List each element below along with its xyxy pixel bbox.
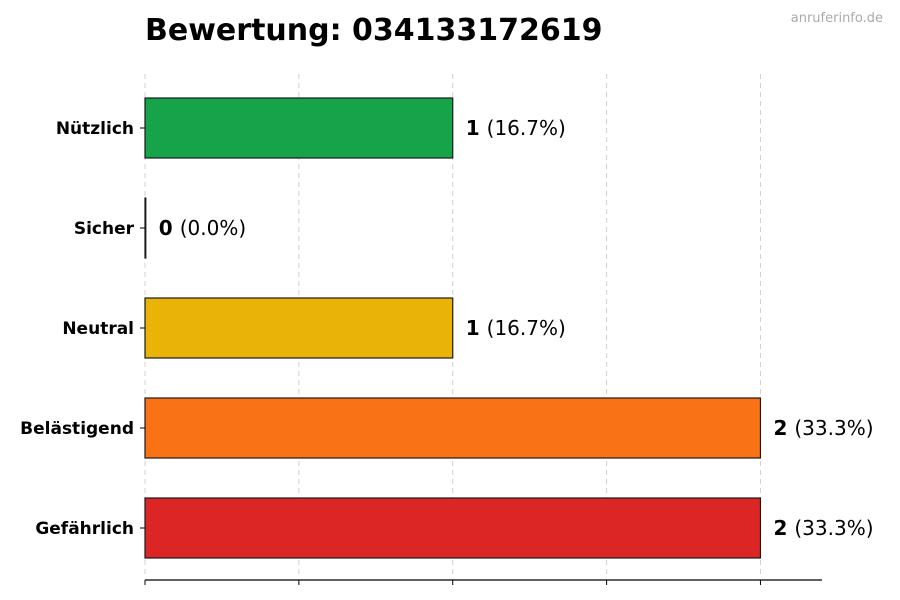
- bar-2: [144, 297, 454, 359]
- value-count-2: 1: [466, 316, 480, 340]
- value-count-3: 2: [773, 416, 787, 440]
- value-label-1: 0 (0.0%): [159, 216, 246, 240]
- category-label-0: Nützlich: [56, 119, 134, 139]
- labels: Nützlich 1 (16.7%) Sicher 0 (0.0%) Neutral 1 (16…: [20, 116, 873, 540]
- category-label-1: Sicher: [74, 219, 135, 239]
- value-label-4: 2 (33.3%): [773, 516, 873, 540]
- bar-1: [144, 197, 147, 259]
- value-label-0: 1 (16.7%): [466, 116, 566, 140]
- value-percent-0: (16.7%): [487, 116, 566, 140]
- bar-0: [144, 97, 454, 159]
- value-count-4: 2: [773, 516, 787, 540]
- value-label-2: 1 (16.7%): [466, 316, 566, 340]
- category-label-2: Neutral: [62, 319, 134, 339]
- value-percent-3: (33.3%): [794, 416, 873, 440]
- value-label-3: 2 (33.3%): [773, 416, 873, 440]
- chart-title: Bewertung: 034133172619: [145, 13, 603, 48]
- category-label-3: Belästigend: [20, 419, 134, 439]
- x-axis: [140, 127, 822, 585]
- value-percent-2: (16.7%): [487, 316, 566, 340]
- value-count-0: 1: [466, 116, 480, 140]
- category-label-4: Gefährlich: [35, 519, 134, 539]
- value-percent-4: (33.3%): [794, 516, 873, 540]
- value-count-1: 0: [159, 216, 173, 240]
- bar-4: [144, 497, 762, 559]
- watermark: anruferinfo.de: [791, 11, 883, 26]
- bar-3: [144, 397, 762, 459]
- value-percent-1: (0.0%): [180, 216, 246, 240]
